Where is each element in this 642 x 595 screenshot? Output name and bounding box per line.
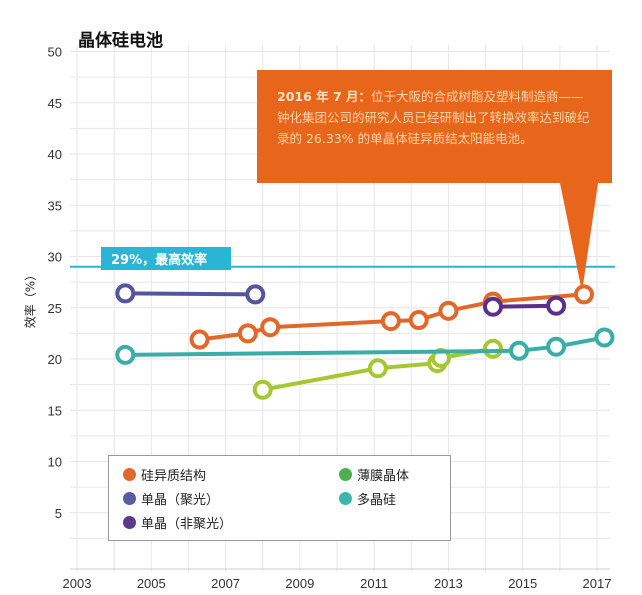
legend-label: 硅异质结构 bbox=[141, 469, 207, 484]
legend-item: 单晶（非聚光） bbox=[123, 513, 232, 532]
y-tick-label: 50 bbox=[48, 45, 62, 60]
data-point bbox=[546, 295, 567, 316]
x-tick-label: 2013 bbox=[434, 576, 463, 591]
annotation-callout: 2016 年 7 月：位于大阪的合成树脂及塑料制造商——钟化集团公司的研究人员已… bbox=[257, 70, 612, 183]
y-tick-label: 20 bbox=[48, 352, 62, 367]
data-point bbox=[546, 336, 567, 357]
callout-body: 位于大阪的合成树脂及塑料制造商——钟化集团公司的研究人员已经研制出了转换效率达到… bbox=[277, 89, 590, 146]
x-tick-label: 2005 bbox=[137, 576, 166, 591]
data-point bbox=[115, 344, 136, 365]
x-tick-label: 2015 bbox=[508, 576, 537, 591]
legend-item: 多晶硅 bbox=[339, 489, 396, 508]
max-efficiency-label: 29%，最高效率 bbox=[101, 247, 231, 270]
series-line bbox=[492, 303, 557, 309]
legend-swatch bbox=[339, 468, 352, 481]
legend-swatch bbox=[123, 468, 136, 481]
legend-swatch bbox=[123, 516, 136, 529]
y-tick-label: 40 bbox=[48, 147, 62, 162]
legend-item: 薄膜晶体 bbox=[339, 465, 409, 484]
x-tick-label: 2017 bbox=[583, 576, 612, 591]
series-line bbox=[125, 335, 605, 357]
legend-label: 薄膜晶体 bbox=[357, 469, 410, 484]
callout-pointer bbox=[560, 183, 598, 292]
data-point bbox=[260, 317, 281, 338]
legend-item: 硅异质结构 bbox=[123, 465, 206, 484]
data-point bbox=[408, 310, 429, 331]
x-tick-label: 2011 bbox=[360, 576, 388, 591]
y-tick-label: 25 bbox=[48, 301, 62, 316]
y-tick-label: 15 bbox=[48, 403, 62, 418]
y-tick-label: 35 bbox=[48, 198, 62, 213]
x-tick-label: 2007 bbox=[211, 576, 240, 591]
legend: 硅异质结构 单晶（聚光） 单晶（非聚光） 薄膜晶体 多晶硅 bbox=[108, 455, 451, 541]
x-tick-label: 2009 bbox=[285, 576, 314, 591]
legend-label: 单晶（聚光） bbox=[141, 493, 220, 508]
data-point bbox=[594, 327, 615, 348]
data-point bbox=[237, 323, 258, 344]
data-point bbox=[367, 358, 388, 379]
callout-lead: 2016 年 7 月： bbox=[277, 89, 372, 104]
legend-label: 单晶（非聚光） bbox=[141, 517, 233, 532]
legend-label: 多晶硅 bbox=[357, 493, 397, 508]
data-point bbox=[483, 296, 503, 317]
data-point bbox=[245, 284, 266, 305]
data-point bbox=[380, 311, 401, 332]
chart-title: 晶体硅电池 bbox=[78, 31, 163, 51]
legend-swatch bbox=[123, 492, 136, 505]
y-tick-label: 10 bbox=[48, 455, 62, 470]
data-point bbox=[252, 379, 273, 400]
data-point bbox=[574, 284, 594, 305]
legend-item: 单晶（聚光） bbox=[123, 489, 219, 508]
y-tick-label: 45 bbox=[48, 96, 62, 111]
data-point bbox=[438, 300, 459, 321]
series-line bbox=[125, 291, 256, 297]
y-tick-label: 30 bbox=[48, 250, 62, 265]
data-point bbox=[509, 340, 529, 361]
data-point bbox=[483, 338, 503, 359]
x-tick-label: 2003 bbox=[63, 576, 92, 591]
y-tick-label: 5 bbox=[55, 506, 62, 521]
data-point bbox=[115, 283, 136, 304]
legend-swatch bbox=[339, 492, 352, 505]
data-point bbox=[189, 329, 210, 350]
